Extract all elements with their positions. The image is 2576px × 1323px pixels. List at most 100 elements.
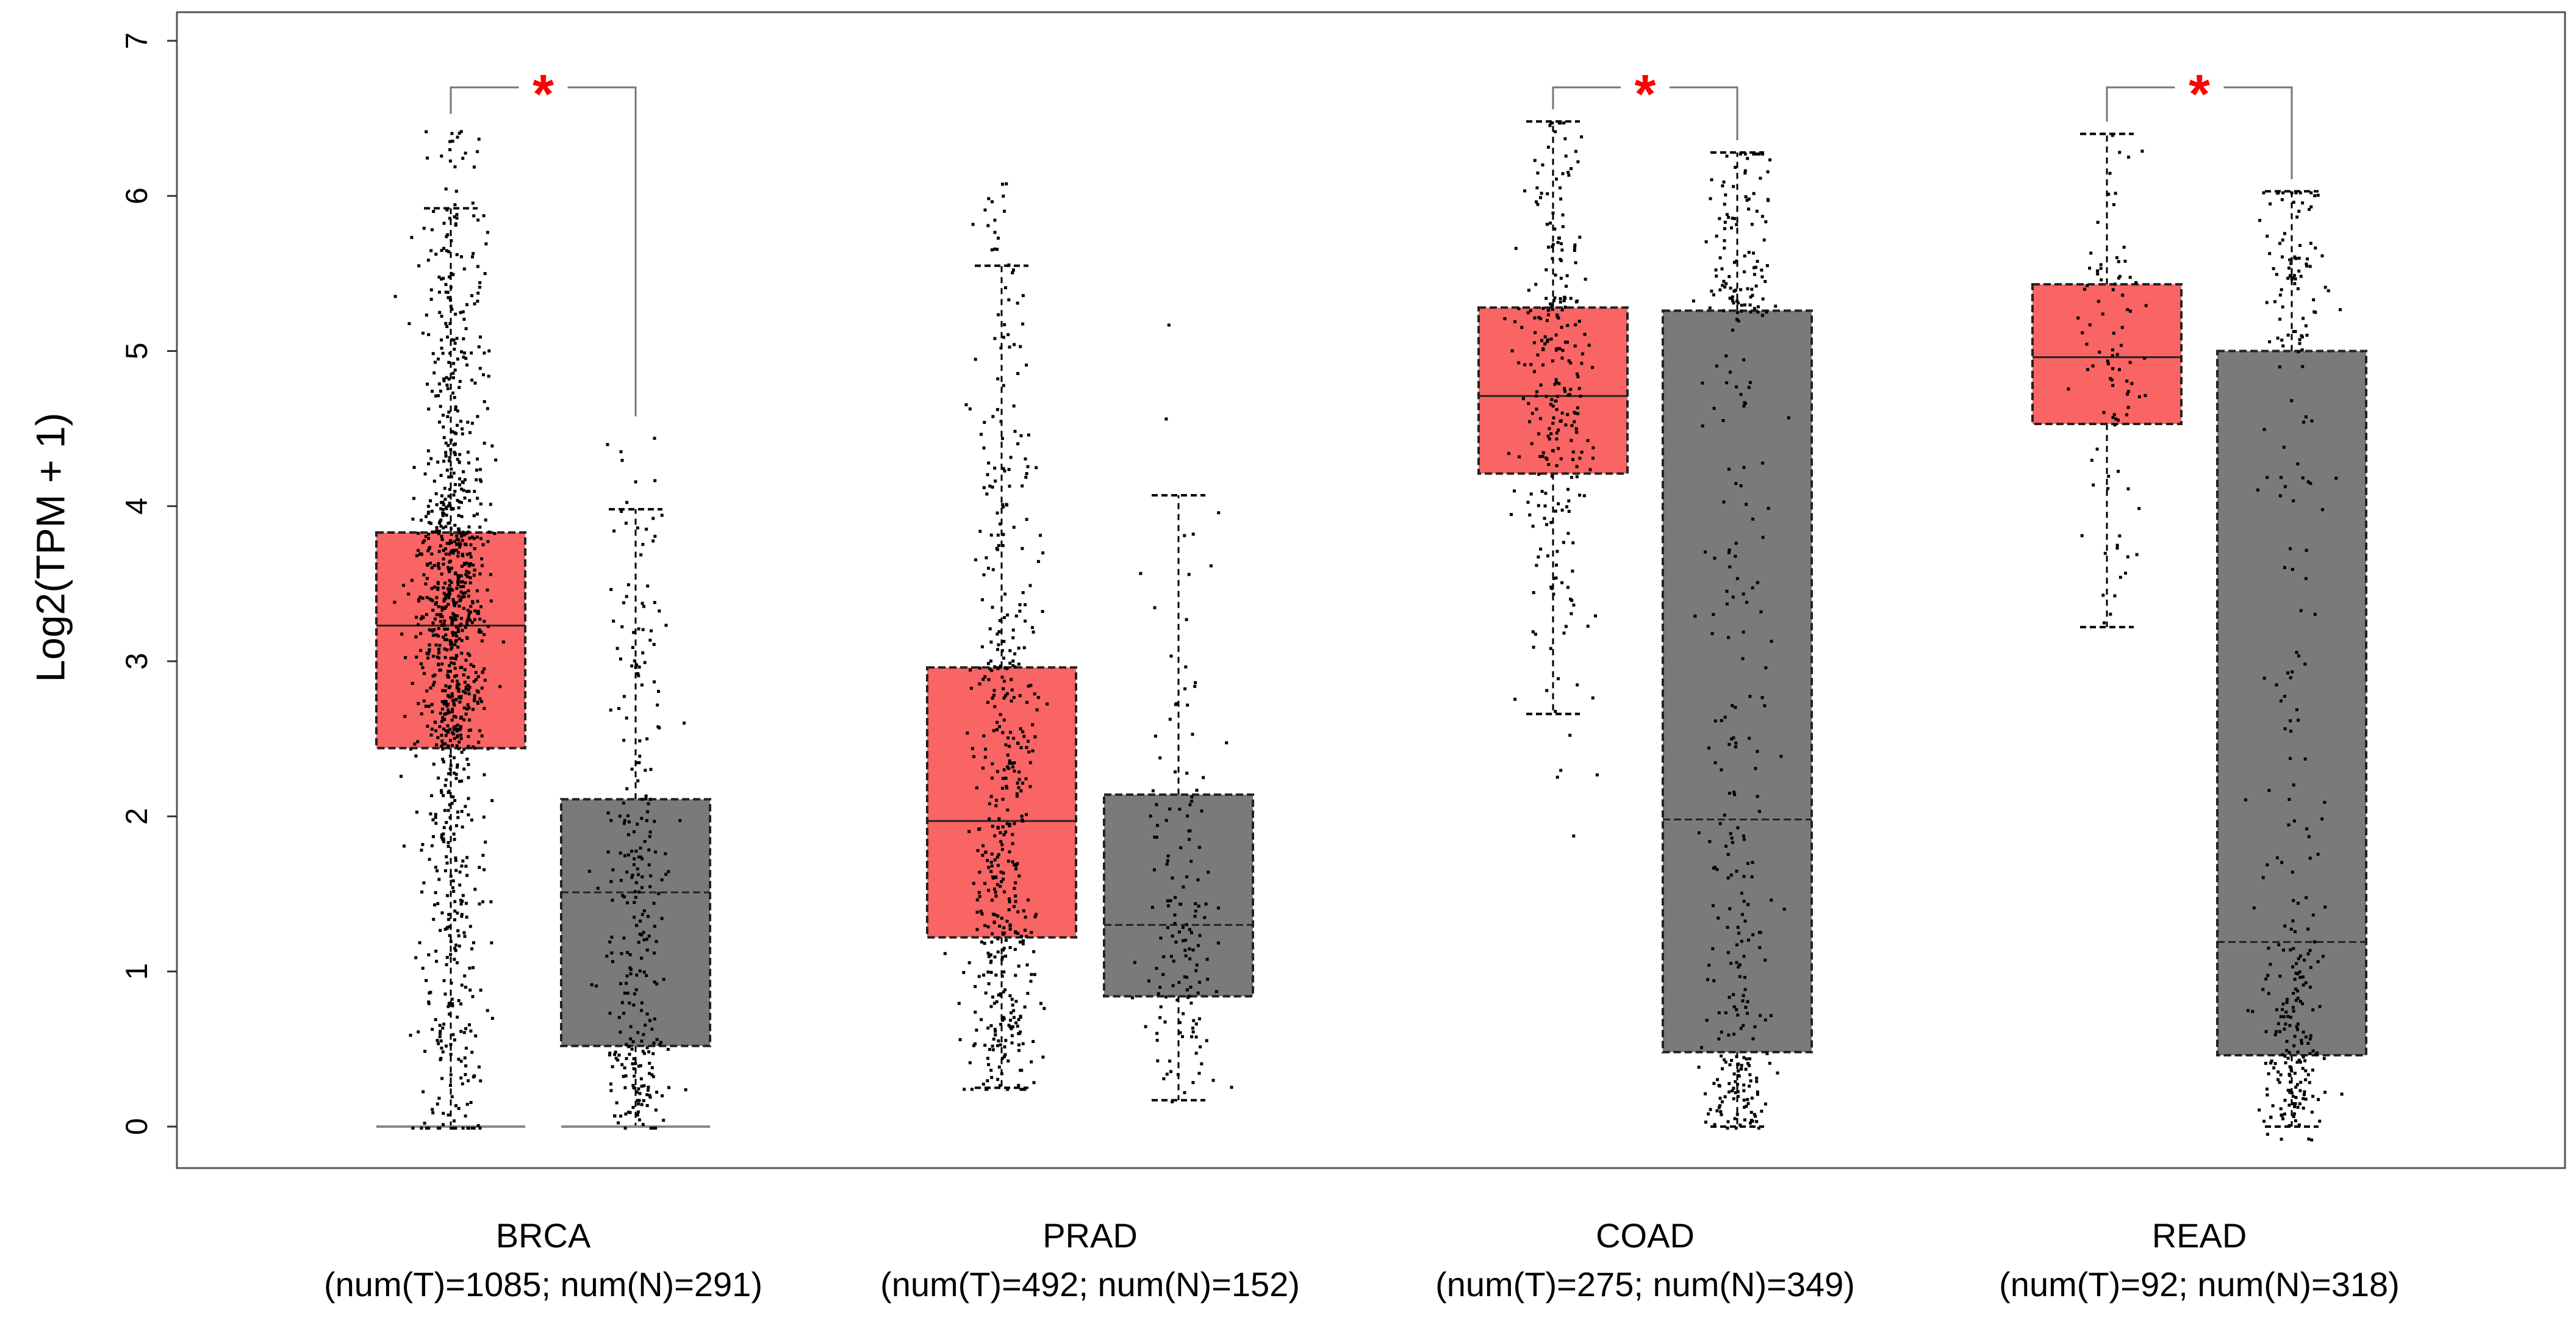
data-point (639, 1064, 642, 1067)
data-point (624, 1112, 628, 1116)
data-point (476, 675, 480, 678)
data-point (1011, 860, 1014, 864)
data-point (473, 568, 476, 572)
data-point (449, 1084, 452, 1087)
data-point (466, 420, 470, 424)
data-point (627, 1045, 631, 1049)
data-point (445, 208, 449, 212)
data-point (626, 833, 630, 836)
data-point (2309, 191, 2313, 195)
data-point (1009, 731, 1013, 734)
data-point (436, 655, 439, 659)
data-point (1697, 1066, 1701, 1069)
data-point (648, 1061, 651, 1065)
data-point (1763, 1102, 1767, 1106)
data-point (477, 137, 481, 141)
data-point (1003, 616, 1006, 619)
data-point (1200, 809, 1204, 813)
data-point (1163, 1020, 1167, 1024)
data-point (1005, 692, 1009, 695)
data-point (459, 130, 463, 134)
data-point (1753, 1113, 1756, 1116)
data-point (441, 500, 445, 504)
data-point (1739, 1067, 1743, 1071)
data-point (1709, 197, 1712, 201)
data-point (1561, 172, 1565, 176)
data-point (1713, 1123, 1717, 1127)
data-point (1756, 1092, 1759, 1096)
data-point (464, 581, 467, 584)
data-point (1551, 359, 1554, 363)
data-point (1733, 1117, 1737, 1120)
data-point (991, 912, 995, 916)
data-point (454, 407, 457, 411)
data-point (1550, 587, 1554, 590)
data-point (410, 235, 414, 239)
data-point (987, 982, 991, 986)
data-point (629, 968, 633, 972)
data-point (989, 970, 993, 974)
data-point (448, 670, 452, 673)
data-point (1033, 973, 1036, 977)
data-point (2316, 960, 2320, 964)
data-point (1014, 867, 1017, 871)
brca-normal-box (560, 507, 711, 1128)
data-point (440, 733, 443, 737)
data-point (442, 636, 445, 639)
data-point (988, 1048, 991, 1051)
data-point (2109, 377, 2112, 381)
data-point (999, 712, 1002, 716)
data-point (459, 574, 463, 578)
data-point (445, 324, 449, 328)
plot-frame (176, 11, 2566, 1169)
data-point (2323, 1091, 2327, 1094)
data-point (994, 479, 997, 483)
data-point (1035, 912, 1038, 916)
data-point (476, 600, 479, 603)
data-point (424, 582, 428, 586)
data-point (2287, 1089, 2291, 1092)
data-point (2118, 274, 2122, 278)
data-point (459, 695, 463, 698)
data-point (466, 609, 470, 612)
data-point (1726, 1120, 1730, 1124)
data-point (459, 1076, 463, 1080)
data-point (1021, 1042, 1025, 1045)
data-point (432, 762, 436, 766)
data-point (454, 859, 457, 862)
data-point (456, 961, 459, 964)
data-point (1726, 853, 1730, 856)
data-point (468, 686, 472, 689)
data-point (451, 879, 455, 883)
data-point (2298, 1089, 2302, 1092)
data-point (1018, 603, 1022, 606)
data-point (450, 719, 454, 722)
data-point (414, 956, 418, 959)
data-point (1002, 833, 1006, 837)
data-point (1731, 841, 1734, 844)
data-point (989, 640, 993, 644)
data-point (482, 214, 486, 218)
data-point (478, 628, 481, 632)
data-point (447, 296, 450, 299)
data-point (413, 742, 417, 746)
data-point (2293, 1105, 2297, 1108)
data-point (1745, 1057, 1748, 1061)
data-point (1166, 859, 1169, 862)
data-point (1711, 947, 1715, 950)
data-point (476, 1124, 480, 1127)
data-point (439, 518, 443, 522)
data-point (450, 981, 453, 985)
data-point (441, 1050, 445, 1053)
data-point (999, 1043, 1002, 1047)
data-point (1712, 612, 1715, 616)
data-point (451, 430, 454, 434)
data-point (2292, 1044, 2296, 1048)
data-point (1010, 699, 1013, 703)
data-point (1732, 301, 1735, 305)
data-point (2266, 973, 2270, 977)
data-point (1720, 1113, 1723, 1116)
data-point (446, 673, 450, 677)
data-point (465, 758, 469, 761)
data-point (442, 414, 445, 417)
